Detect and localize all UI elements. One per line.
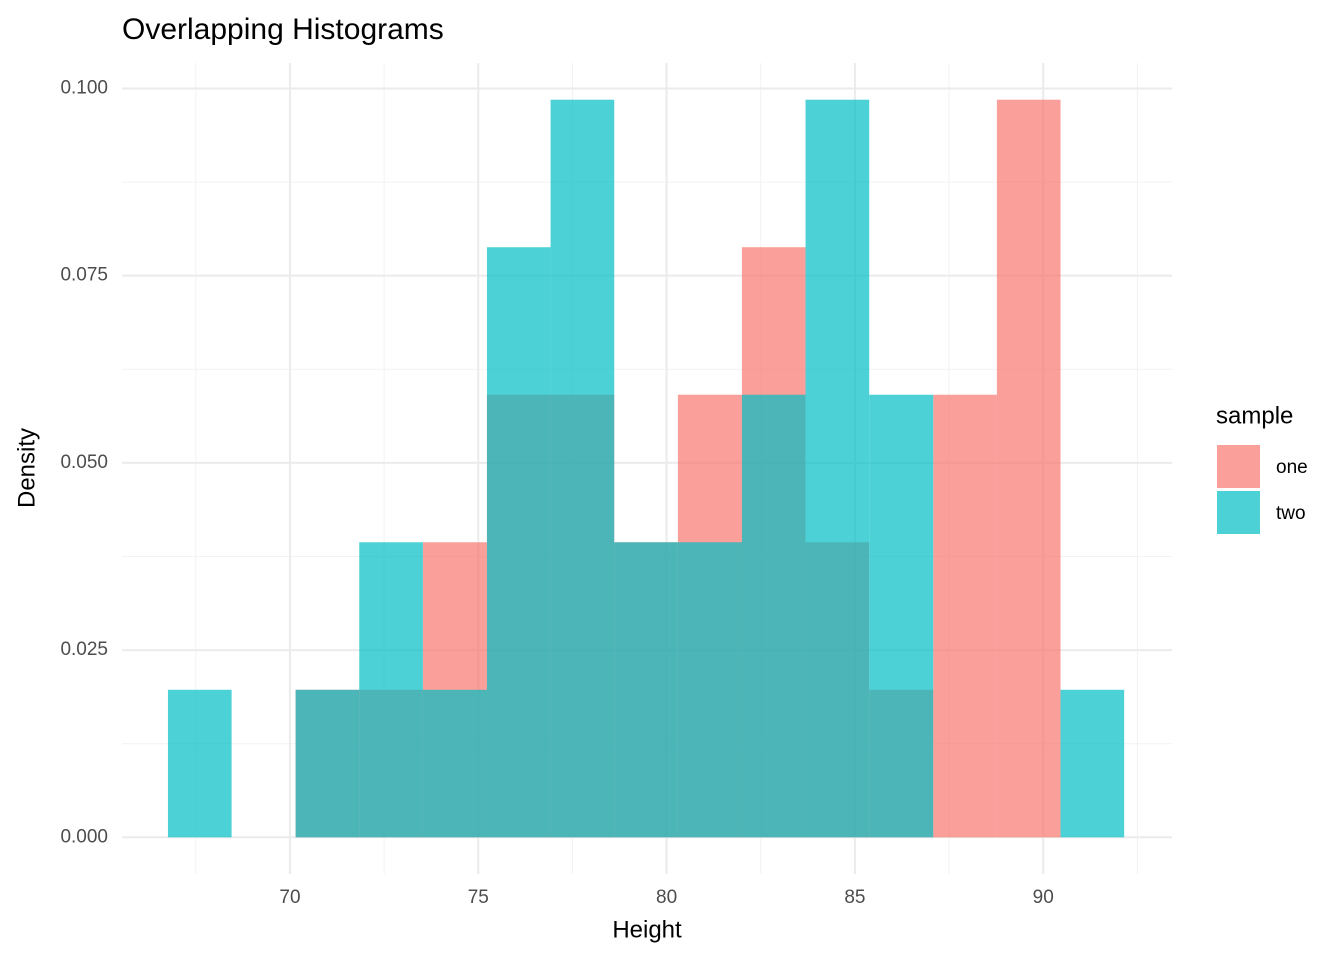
- histogram-bar: [614, 542, 678, 838]
- x-axis-title: Height: [612, 916, 682, 943]
- legend-title: sample: [1216, 402, 1293, 429]
- legend-label: two: [1276, 503, 1306, 524]
- histogram-bar: [741, 394, 806, 838]
- legend-key: [1217, 445, 1260, 488]
- x-tick-label: 85: [844, 887, 865, 908]
- histogram-bar: [933, 394, 997, 838]
- y-tick-label: 0.025: [60, 639, 108, 660]
- chart-title: Overlapping Histograms: [122, 13, 444, 46]
- histogram-bar: [422, 689, 487, 838]
- histogram-bar: [167, 689, 232, 838]
- histogram-bar: [359, 542, 423, 838]
- x-tick-label: 80: [656, 887, 677, 908]
- x-tick-label: 75: [468, 887, 489, 908]
- x-tick-label: 70: [279, 887, 300, 908]
- legend-key: [1217, 491, 1260, 534]
- histogram-bar: [1060, 689, 1125, 838]
- histogram-bar: [869, 394, 934, 838]
- legend-label: one: [1276, 457, 1308, 478]
- histogram-bar: [677, 542, 742, 838]
- y-axis-title: Density: [13, 428, 40, 508]
- histogram-bar: [996, 99, 1061, 838]
- y-tick-label: 0.075: [60, 265, 108, 286]
- x-tick-label: 90: [1033, 887, 1054, 908]
- y-tick-label: 0.000: [60, 826, 108, 847]
- histogram-bar: [805, 99, 870, 838]
- y-tick-label: 0.050: [60, 452, 108, 473]
- histogram-bar: [295, 689, 360, 838]
- y-tick-label: 0.100: [60, 77, 108, 98]
- histogram-bar: [486, 247, 551, 838]
- histogram-bar: [550, 99, 615, 838]
